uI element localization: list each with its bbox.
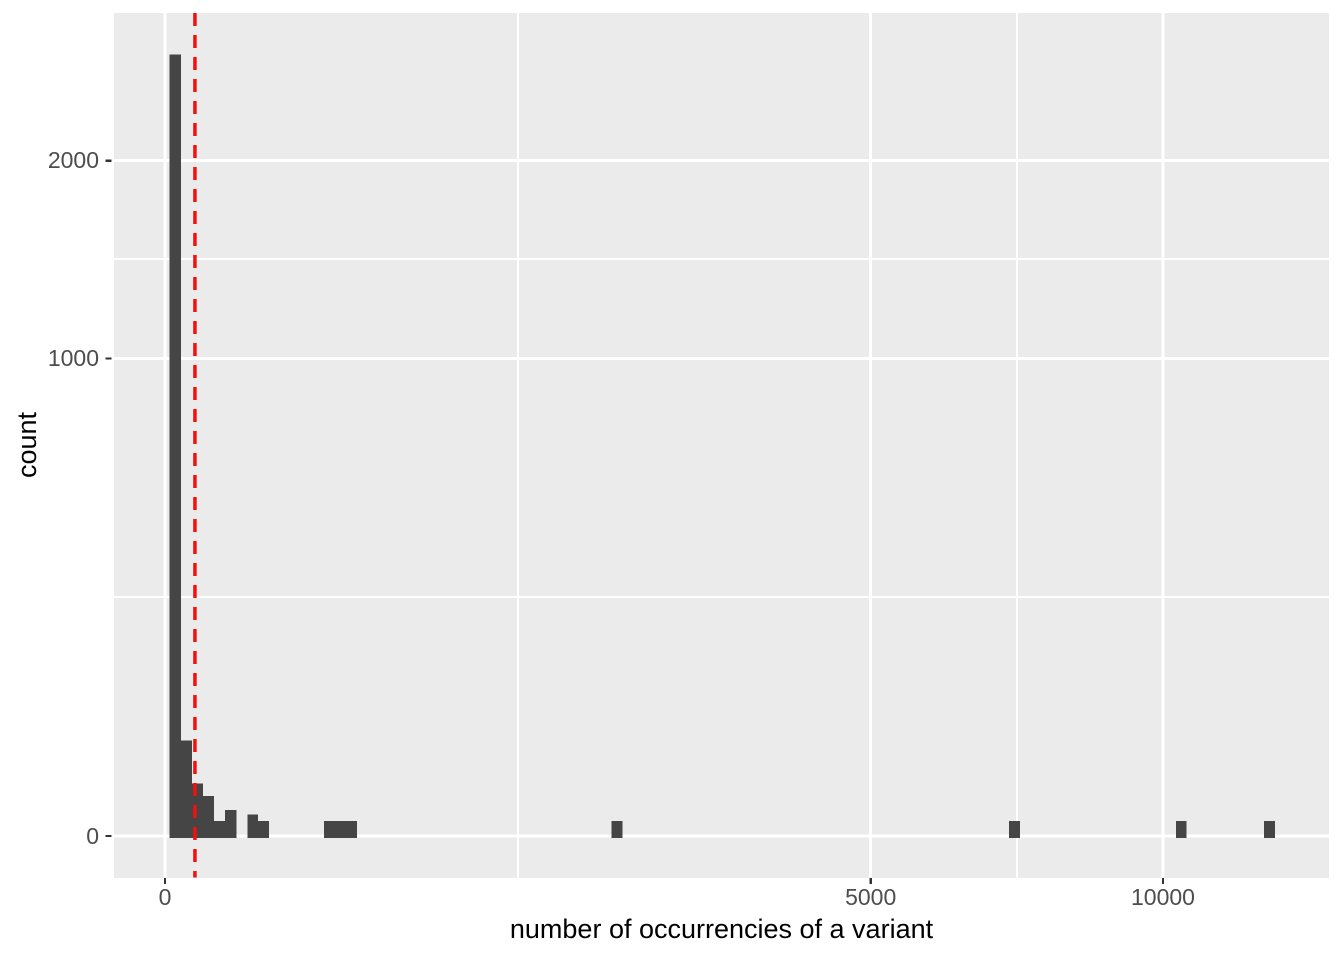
y-tick-label: 1000 (47, 344, 99, 371)
histogram-bar (224, 809, 237, 838)
x-axis-title: number of occurrencies of a variant (509, 914, 934, 944)
x-tick-label: 10000 (1131, 884, 1195, 910)
x-tick-label: 0 (158, 884, 172, 910)
y-tick-label: 0 (86, 822, 99, 849)
histogram-bar (334, 820, 347, 838)
histogram-bar (1008, 820, 1021, 838)
histogram-bar (324, 820, 335, 838)
histogram-bar (1175, 820, 1187, 838)
plot-panel (114, 13, 1329, 878)
histogram-bar (258, 820, 270, 838)
y-tick-label: 2000 (47, 147, 99, 174)
histogram-bar (611, 820, 623, 838)
histogram-bar (247, 814, 259, 838)
histogram-bar (1264, 820, 1275, 838)
histogram-bar (203, 796, 214, 838)
y-axis-title: count (12, 412, 42, 479)
histogram-bar (169, 54, 182, 839)
x-tick-label: 5000 (845, 884, 897, 910)
histogram-bar (213, 820, 225, 838)
histogram-bar (191, 783, 204, 838)
histogram-bar (346, 820, 357, 838)
histogram-bar (181, 740, 192, 838)
